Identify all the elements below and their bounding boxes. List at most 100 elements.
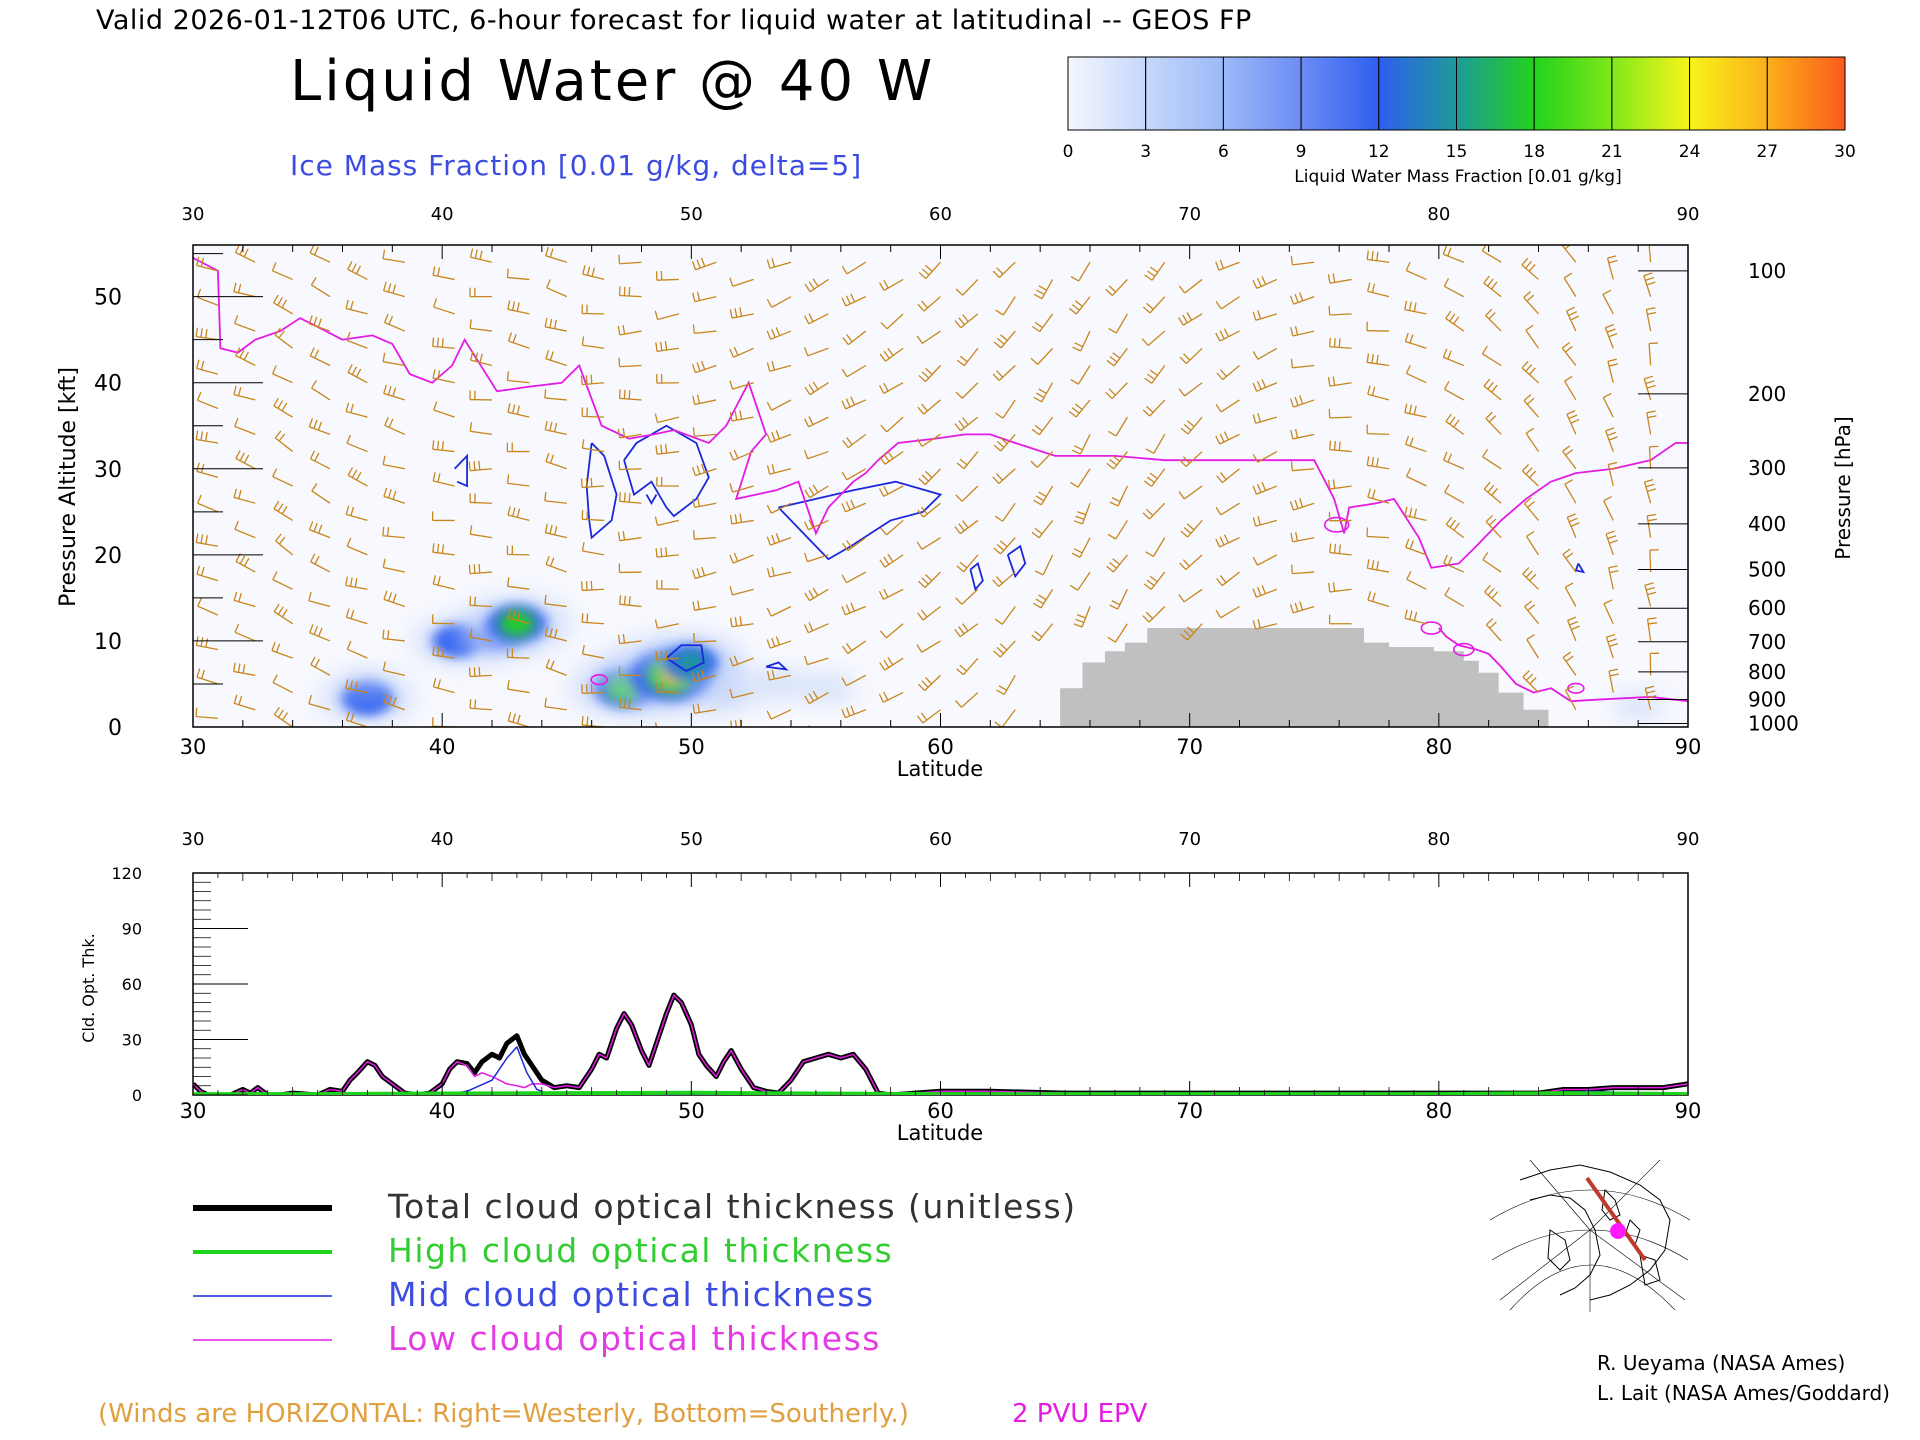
wind-barb	[955, 278, 979, 296]
wind-barb	[841, 468, 867, 481]
wind-barb	[766, 258, 792, 269]
wind-barb	[433, 298, 455, 315]
main-y-tick-label: 40	[94, 372, 122, 397]
ice-mass-contours	[453, 424, 1586, 673]
wind-barb	[994, 606, 1016, 625]
wind-barb	[581, 644, 605, 659]
terrain-mask	[1060, 628, 1549, 727]
wind-barb	[384, 416, 406, 435]
wind-barb	[1107, 623, 1128, 643]
wind-barb	[1648, 445, 1659, 469]
wind-barb	[955, 485, 979, 502]
wind-barb	[617, 634, 642, 645]
wind-barb	[1605, 427, 1618, 452]
colorbar-cell	[1222, 56, 1302, 131]
wind-barb	[309, 347, 331, 367]
epv-surface-line	[1438, 627, 1688, 703]
wind-barb	[432, 543, 455, 556]
wind-barb	[804, 381, 829, 396]
wind-barb	[878, 691, 904, 703]
wind-barb	[954, 519, 979, 535]
wind-barb	[992, 365, 1016, 381]
wind-barb	[995, 399, 1016, 419]
wind-barb	[232, 662, 256, 676]
wind-barb	[654, 413, 680, 424]
wind-barb	[1328, 408, 1352, 419]
ice-contour	[1006, 544, 1027, 579]
wind-barb	[1562, 548, 1577, 573]
wind-barb	[383, 313, 406, 332]
cot-x-tick-label: 70	[1176, 1099, 1203, 1123]
wind-barb	[1180, 416, 1203, 435]
wind-barb	[729, 346, 754, 358]
wind-barb	[692, 394, 717, 406]
wind-barb	[309, 245, 331, 263]
main-x-tick-label: 40	[429, 735, 456, 759]
legend-label: Total cloud optical thickness (unitless)	[387, 1187, 1077, 1226]
wind-barb	[654, 516, 680, 527]
wind-barb	[1329, 440, 1352, 453]
wind-barb	[432, 337, 455, 349]
wind-barb	[382, 352, 405, 367]
wind-barb	[1442, 348, 1464, 367]
wind-barb	[308, 418, 331, 435]
ice-contour	[453, 453, 468, 488]
cot-top-tick-label: 30	[182, 829, 205, 850]
wind-barb	[196, 288, 219, 306]
colorbar-cell	[1533, 56, 1613, 131]
wind-barb	[544, 594, 567, 608]
wind-barb	[1646, 513, 1657, 538]
epv-main-line	[193, 257, 1688, 569]
wind-barb	[544, 388, 567, 401]
wind-barb	[729, 307, 754, 319]
wind-barb	[804, 484, 829, 499]
wind-barb	[310, 277, 331, 298]
wind-barb	[1522, 670, 1539, 694]
cot-ylabel: Cld. Opt. Thk.	[79, 933, 98, 1042]
wind-barb	[1031, 416, 1054, 436]
wind-barb	[1216, 365, 1240, 381]
wind-barb	[917, 605, 941, 621]
wind-barb	[507, 680, 530, 694]
wind-barb	[581, 336, 605, 349]
colorbar-cell	[1145, 56, 1224, 131]
valid-line: Valid 2026-01-12T06 UTC, 6-hour forecast…	[96, 5, 1252, 36]
wind-barb	[992, 571, 1016, 587]
wind-barb	[804, 587, 829, 602]
wind-barb	[345, 608, 368, 625]
liquid-water-halo	[698, 680, 759, 711]
wind-barb	[918, 365, 941, 383]
wind-barb	[469, 319, 493, 332]
cot-x-tick-label: 30	[180, 1099, 207, 1123]
wind-barb	[916, 537, 941, 550]
pressure-tick-label: 600	[1748, 596, 1786, 620]
wind-barb	[1443, 278, 1465, 298]
epv-loop	[1567, 682, 1585, 694]
wind-barb	[275, 533, 294, 556]
wind-barb	[729, 655, 754, 667]
wind-barb	[766, 709, 792, 720]
wind-barb	[1142, 399, 1166, 417]
wind-barb	[880, 416, 904, 433]
wind-barb	[766, 327, 792, 340]
wind-barb	[766, 464, 792, 475]
wind-barb	[383, 590, 406, 608]
wind-barb	[233, 591, 256, 608]
wind-barb	[1522, 567, 1539, 590]
wind-barb	[271, 365, 293, 384]
wind-barb	[233, 385, 256, 401]
wind-barb	[842, 537, 867, 552]
wind-barb	[1643, 375, 1656, 401]
wind-barb	[432, 440, 455, 453]
wind-barb	[993, 537, 1016, 555]
wind-barb	[271, 641, 293, 659]
wind-barb	[1404, 300, 1427, 315]
cot-top-tick-label: 80	[1427, 829, 1450, 850]
wind-barb	[1290, 428, 1315, 440]
wind-barb	[1643, 272, 1656, 297]
wind-barb	[1178, 485, 1203, 500]
wind-barb	[1607, 461, 1619, 487]
wind-barb	[916, 433, 941, 447]
wind-barb	[841, 674, 867, 687]
wind-barb	[382, 558, 405, 573]
